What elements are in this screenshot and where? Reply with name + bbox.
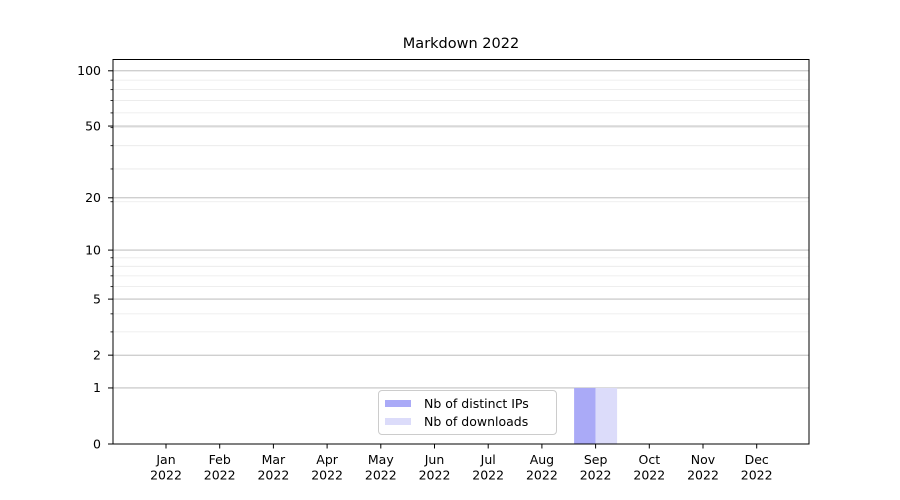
legend-swatch-downloads — [385, 418, 411, 425]
legend-label-distinct-ips: Nb of distinct IPs — [424, 396, 529, 411]
y-axis-tick-label: 2 — [93, 347, 101, 362]
y-axis-tick-label: 0 — [93, 436, 101, 451]
x-axis-tick-label: Aug 2022 — [526, 452, 558, 483]
y-gridlines-minor — [113, 79, 809, 333]
x-axis-tick-label: Mar 2022 — [257, 452, 289, 483]
x-axis-tick-label: May 2022 — [365, 452, 397, 483]
y-axis-tick-label: 100 — [77, 63, 101, 78]
plot-border — [112, 59, 810, 445]
bar-distinct-ips — [574, 387, 596, 444]
y-axis: 0 1 2 5 10 20 50 100 — [77, 63, 113, 451]
x-axis-tick-label: Apr 2022 — [311, 452, 343, 483]
y-gridlines-major — [113, 70, 809, 389]
y-axis-tick-label: 5 — [93, 291, 101, 306]
legend-swatch-distinct-ips — [385, 400, 411, 407]
x-axis-tick-label: Sep 2022 — [580, 452, 612, 483]
y-axis-tick-label: 10 — [85, 242, 101, 257]
legend: Nb of distinct IPs Nb of downloads — [378, 390, 557, 435]
x-axis-tick-label: Jun 2022 — [419, 452, 451, 483]
x-axis-tick-label: Nov 2022 — [687, 452, 719, 483]
y-axis-tick-label: 50 — [85, 118, 101, 133]
legend-item-downloads: Nb of downloads — [385, 414, 548, 429]
x-axis-tick-label: Oct 2022 — [633, 452, 665, 483]
bars — [574, 387, 618, 444]
y-axis-tick-label: 1 — [93, 380, 101, 395]
legend-item-distinct-ips: Nb of distinct IPs — [385, 396, 548, 411]
y-axis-tick-label: 20 — [85, 190, 101, 205]
legend-label-downloads: Nb of downloads — [424, 414, 529, 429]
bar-downloads — [595, 387, 618, 444]
x-axis-tick-label: Feb 2022 — [204, 452, 236, 483]
chart-title: Markdown 2022 — [402, 36, 520, 52]
x-axis-tick-label: Jul 2022 — [472, 452, 504, 483]
x-axis: Jan 2022 Feb 2022 Mar 2022 Apr 2022 May 2022 Jun 20… — [150, 444, 773, 483]
x-axis-tick-label: Dec 2022 — [741, 452, 773, 483]
x-axis-tick-label: Jan 2022 — [150, 452, 182, 483]
